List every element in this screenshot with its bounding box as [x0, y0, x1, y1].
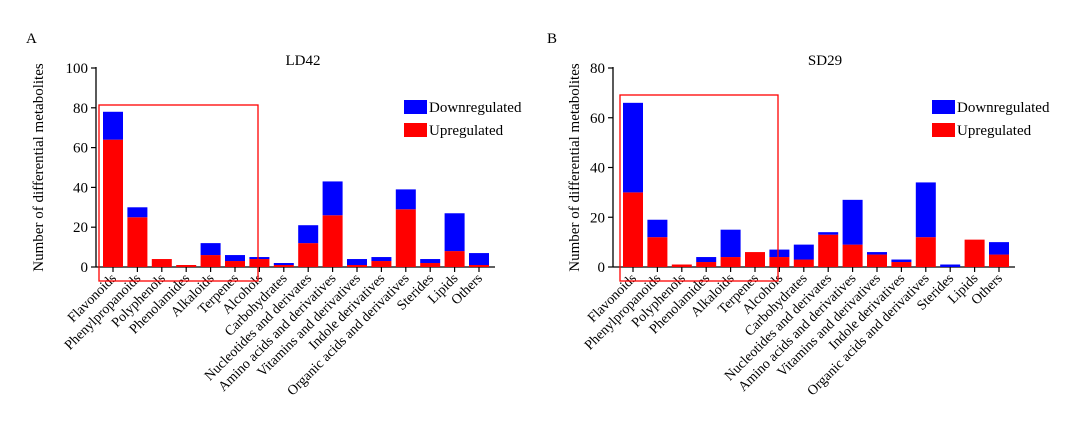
panel-b-chart: B SD29 Number of differential metabolites 0…: [547, 31, 1050, 399]
bar-downregulated-7: [793, 244, 814, 260]
bar-downregulated-4: [720, 229, 741, 258]
chart-title: SD29: [808, 53, 842, 69]
highlight-box: [98, 104, 259, 282]
bar-upregulated-7: [273, 265, 294, 267]
y-tick-label: 40: [590, 161, 605, 177]
bar-upregulated-11: [371, 261, 392, 267]
bar-upregulated-3: [176, 265, 197, 267]
panel-label: B: [547, 31, 557, 47]
bar-upregulated-1: [647, 237, 668, 267]
bar-upregulated-14: [444, 251, 465, 267]
bar-upregulated-2: [151, 259, 172, 267]
legend-upregulated-label: Upregulated: [429, 123, 504, 139]
legend-downregulated-label: Downregulated: [957, 100, 1050, 116]
y-tick-label: 100: [66, 61, 89, 77]
bar-upregulated-3: [696, 262, 717, 267]
bar-upregulated-8: [298, 243, 319, 267]
bar-upregulated-5: [225, 261, 245, 267]
legend-upregulated-label: Upregulated: [957, 123, 1032, 139]
legend-upregulated-swatch: [404, 123, 427, 137]
bar-downregulated-11: [891, 259, 912, 263]
y-tick-label: 0: [598, 260, 606, 276]
bar-upregulated-15: [469, 265, 489, 267]
bar-downregulated-9: [322, 181, 343, 216]
bar-downregulated-11: [371, 257, 392, 262]
legend-downregulated-swatch: [404, 100, 427, 114]
bar-downregulated-6: [769, 249, 790, 258]
y-tick-label: 80: [73, 101, 88, 117]
bar-upregulated-6: [249, 259, 270, 267]
bar-upregulated-12: [395, 209, 416, 267]
bar-downregulated-8: [298, 225, 319, 244]
bar-downregulated-13: [420, 259, 441, 264]
y-tick-label: 20: [590, 210, 605, 226]
bar-downregulated-9: [842, 199, 863, 245]
panel-a-chart: A LD42 Number of differential metabolites 0…: [26, 31, 522, 399]
bar-upregulated-6: [769, 257, 790, 267]
bar-downregulated-0: [103, 111, 123, 140]
bar-downregulated-13: [940, 264, 961, 267]
y-axis-label: Number of differential metabolites: [31, 63, 47, 272]
bar-downregulated-8: [818, 232, 839, 235]
bar-upregulated-9: [842, 244, 863, 267]
highlight-box: [619, 94, 779, 282]
chart-title: LD42: [286, 53, 321, 69]
bar-upregulated-8: [818, 234, 839, 267]
bar-upregulated-10: [867, 254, 887, 267]
y-tick-label: 60: [590, 111, 605, 127]
bar-downregulated-14: [444, 213, 465, 252]
y-tick-label: 20: [73, 220, 88, 236]
bar-upregulated-0: [623, 192, 643, 267]
y-tick-label: 80: [590, 61, 605, 77]
bar-upregulated-15: [989, 254, 1009, 267]
y-axis-label: Number of differential metabolites: [567, 63, 583, 272]
bar-downregulated-1: [647, 219, 668, 238]
bar-downregulated-6: [249, 257, 270, 260]
bar-downregulated-4: [200, 243, 221, 256]
bar-upregulated-1: [127, 217, 148, 267]
bar-downregulated-15: [989, 242, 1009, 255]
bar-upregulated-13: [420, 263, 441, 267]
y-tick-label: 0: [81, 260, 89, 276]
panel-label: A: [26, 31, 37, 47]
y-tick-label: 40: [73, 180, 88, 196]
bar-upregulated-4: [200, 255, 221, 267]
bar-downregulated-10: [347, 259, 367, 266]
bar-downregulated-3: [696, 257, 717, 263]
bar-downregulated-0: [623, 102, 643, 193]
bar-upregulated-10: [347, 265, 367, 267]
bar-upregulated-4: [720, 257, 741, 267]
bar-upregulated-14: [964, 239, 985, 267]
legend-downregulated-label: Downregulated: [429, 100, 522, 116]
bar-downregulated-15: [469, 253, 489, 266]
y-tick-label: 60: [73, 141, 88, 157]
bar-upregulated-0: [103, 139, 123, 267]
bar-downregulated-10: [867, 252, 887, 255]
bar-downregulated-1: [127, 207, 148, 218]
legend-downregulated-swatch: [932, 100, 955, 114]
bar-upregulated-11: [891, 262, 912, 267]
bar-downregulated-7: [273, 263, 294, 266]
bar-upregulated-9: [322, 215, 343, 267]
legend-upregulated-swatch: [932, 123, 955, 137]
bar-downregulated-12: [915, 182, 936, 238]
bar-upregulated-7: [793, 259, 814, 267]
bar-upregulated-5: [745, 252, 765, 267]
bar-upregulated-2: [671, 264, 692, 267]
bar-downregulated-5: [225, 255, 245, 262]
bar-upregulated-12: [915, 237, 936, 267]
bar-downregulated-12: [395, 189, 416, 210]
